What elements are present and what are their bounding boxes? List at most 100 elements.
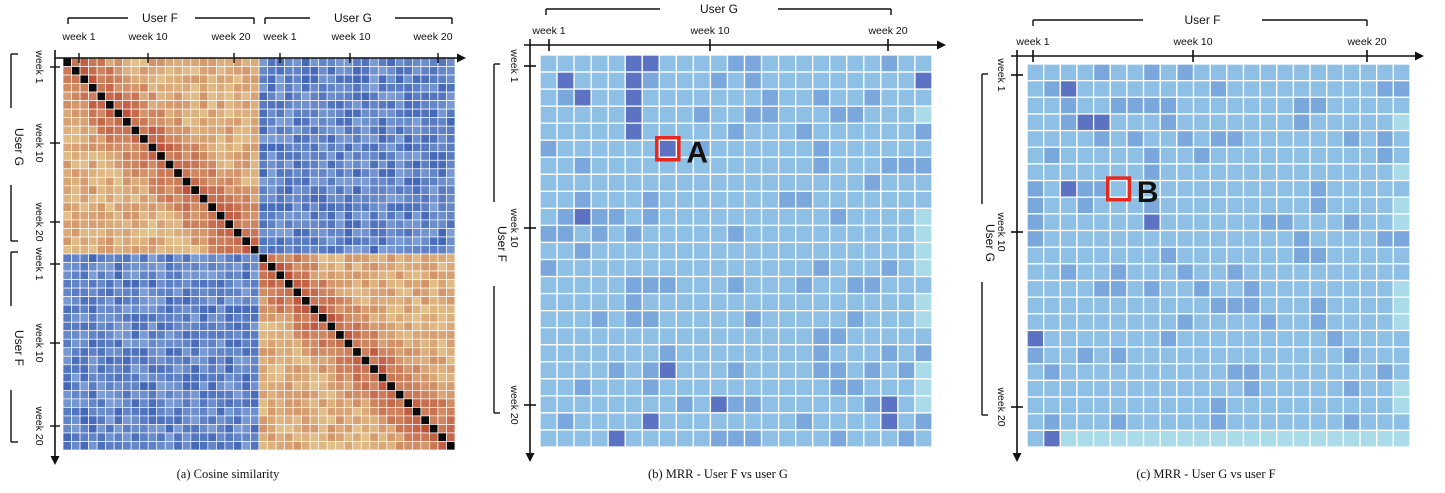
heatmap-cell xyxy=(88,176,98,187)
heatmap-cell xyxy=(130,185,141,195)
heatmap-cell xyxy=(113,74,124,84)
heatmap-cell xyxy=(62,415,72,425)
heatmap-cell xyxy=(122,100,132,110)
heatmap-cell xyxy=(429,270,439,280)
heatmap-cell xyxy=(292,321,302,332)
heatmap-cell xyxy=(369,202,379,212)
heatmap-cell xyxy=(1159,129,1178,148)
heatmap-cell xyxy=(573,344,592,363)
heatmap-cell xyxy=(105,389,115,400)
panel-cosine-similarity: User F User G User G User F week 1 week … xyxy=(10,11,466,481)
heatmap-cell xyxy=(156,74,166,84)
heatmap-cell xyxy=(113,228,124,238)
heatmap-cell xyxy=(164,108,175,119)
heatmap-cell xyxy=(156,151,166,161)
heatmap-cell xyxy=(1242,213,1261,232)
heatmap-cell xyxy=(369,313,379,323)
heatmap-cell xyxy=(446,83,456,93)
heatmap-cell xyxy=(641,105,660,124)
heatmap-cell xyxy=(446,57,456,67)
heatmap-cell xyxy=(573,207,592,227)
heatmap-cell xyxy=(403,270,413,280)
mrr-heatmap-cells xyxy=(1026,63,1411,448)
heatmap-cell xyxy=(139,389,149,400)
heatmap-cell xyxy=(403,313,413,323)
heatmap-cell xyxy=(62,117,72,127)
heatmap-cell xyxy=(556,395,575,414)
heatmap-cell xyxy=(1059,146,1078,165)
heatmap-cell xyxy=(795,327,814,346)
heatmap-cell xyxy=(692,275,712,295)
heatmap-cell xyxy=(267,313,277,323)
heatmap-cell xyxy=(1092,129,1111,148)
heatmap-cell xyxy=(122,304,132,315)
heatmap-cell xyxy=(795,105,814,124)
heatmap-cell xyxy=(1043,346,1061,365)
heatmap-cell xyxy=(164,159,175,170)
heatmap-cell xyxy=(1242,163,1261,182)
heatmap-cell xyxy=(812,327,831,346)
heatmap-cell xyxy=(190,441,200,451)
heatmap-cell xyxy=(1159,346,1178,365)
heatmap-cell xyxy=(1376,263,1394,282)
heatmap-cell xyxy=(429,389,439,400)
heatmap-cell xyxy=(79,151,89,161)
heatmap-cell xyxy=(412,245,422,255)
heatmap-cell xyxy=(190,338,200,349)
heatmap-cell xyxy=(62,262,72,272)
heatmap-cell xyxy=(1392,296,1411,315)
heatmap-cell xyxy=(1309,379,1328,398)
heatmap-cell xyxy=(233,176,243,187)
heatmap-cell xyxy=(258,313,268,323)
heatmap-cell xyxy=(420,245,430,255)
heatmap-cell xyxy=(352,211,362,221)
heatmap-cell xyxy=(335,432,345,442)
heatmap-cell xyxy=(198,270,209,280)
heatmap-cell xyxy=(377,407,388,417)
heatmap-cell xyxy=(96,407,106,417)
heatmap-cell xyxy=(429,193,439,204)
heatmap-cell xyxy=(1342,279,1361,298)
heatmap-cell xyxy=(335,125,345,136)
heatmap-cell xyxy=(105,168,115,178)
heatmap-cell xyxy=(829,190,848,210)
heatmap-cell xyxy=(1109,80,1128,98)
heatmap-cell xyxy=(250,364,260,374)
heatmap-cell xyxy=(96,117,106,127)
heatmap-cell xyxy=(173,347,183,357)
heatmap-cell xyxy=(122,381,132,391)
heatmap-cell xyxy=(1059,129,1078,148)
heatmap-cell xyxy=(216,219,226,229)
heatmap-cell xyxy=(173,407,183,417)
heatmap-cell xyxy=(1359,246,1378,265)
heatmap-cell xyxy=(301,432,311,442)
heatmap-cell xyxy=(241,168,251,178)
heatmap-cell xyxy=(207,279,217,289)
heatmap-cell xyxy=(1292,179,1311,198)
heatmap-cell xyxy=(1309,396,1328,415)
x-axis-arrow xyxy=(937,40,946,50)
y-axis-arrow xyxy=(1012,453,1022,462)
heatmap-cell xyxy=(863,258,882,278)
heatmap-cell xyxy=(726,105,746,124)
heatmap-cell xyxy=(795,310,814,329)
heatmap-cell xyxy=(122,372,132,383)
heatmap-cell xyxy=(1209,279,1228,298)
heatmap-cell xyxy=(343,389,354,400)
heatmap-cell xyxy=(1359,213,1378,232)
heatmap-cell xyxy=(309,304,320,315)
heatmap-cell xyxy=(241,270,251,280)
heatmap-cell xyxy=(181,117,192,127)
heatmap-cell xyxy=(224,389,234,400)
heatmap-cell xyxy=(130,125,141,136)
heatmap-cell xyxy=(777,71,797,90)
heatmap-cell xyxy=(318,313,328,323)
heatmap-cell xyxy=(62,296,72,306)
heatmap-cell xyxy=(241,372,251,383)
heatmap-cell xyxy=(743,310,763,329)
heatmap-cell xyxy=(113,193,124,204)
heatmap-cell xyxy=(863,224,882,244)
heatmap-cell xyxy=(224,321,234,332)
heatmap-cell xyxy=(198,313,209,323)
heatmap-cell xyxy=(241,151,251,161)
